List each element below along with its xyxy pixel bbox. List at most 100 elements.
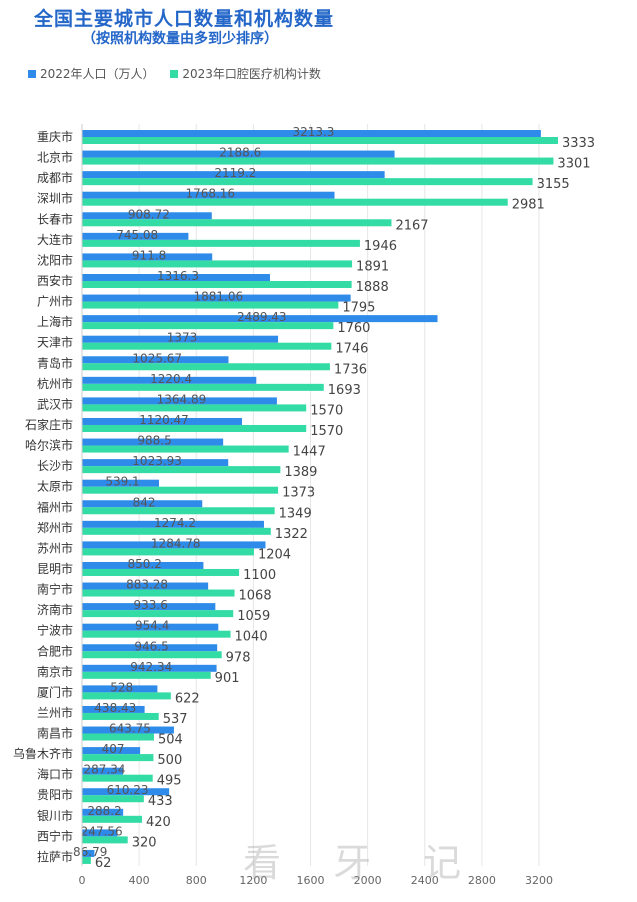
x-tick-label: 0 (79, 874, 86, 887)
bar-clinics (82, 712, 159, 720)
bar-population (82, 849, 95, 857)
bar-population (82, 438, 224, 446)
bar-population (82, 212, 212, 220)
data-label-population: 2489.43 (237, 310, 287, 324)
bar-population (82, 459, 229, 467)
data-label-population: 908.72 (128, 207, 170, 221)
bar-clinics (82, 198, 508, 206)
category-label: 贵阳市 (37, 787, 73, 802)
data-label-clinics: 504 (158, 733, 183, 748)
bar-population (82, 397, 277, 405)
data-label-population: 1284.78 (151, 536, 201, 550)
category-label: 苏州市 (37, 540, 73, 555)
chart-subtitle: （按照机构数量由多到少排序） (82, 31, 278, 47)
bar-clinics (82, 692, 171, 700)
bar-clinics (82, 239, 360, 247)
bar-population (82, 417, 243, 425)
legend-item-clinics[interactable]: 2023年口腔医疗机构计数 (170, 65, 321, 82)
bar-clinics (82, 383, 324, 391)
chart-title: 全国主要城市人口数量和机构数量 (34, 8, 335, 30)
bar-population (82, 335, 279, 343)
data-label-population: 1768.16 (185, 187, 235, 201)
data-label-population: 1025.67 (132, 351, 182, 365)
category-label: 深圳市 (37, 191, 73, 206)
category-label: 北京市 (37, 150, 73, 165)
data-label-population: 643.75 (109, 722, 151, 736)
data-label-population: 942.34 (130, 660, 172, 674)
data-label-population: 539.1 (105, 475, 139, 489)
bar-clinics (82, 836, 128, 844)
bar-population (82, 294, 351, 302)
category-label: 大连市 (37, 232, 73, 247)
data-label-population: 3213.3 (292, 125, 334, 139)
bar-clinics (82, 651, 222, 659)
bar-population (82, 644, 218, 652)
bar-clinics (82, 856, 91, 864)
x-tick-label: 1200 (239, 874, 267, 887)
data-label-population: 1881.06 (194, 290, 244, 304)
data-label-clinics: 1760 (337, 321, 370, 336)
category-label: 海口市 (37, 767, 73, 782)
bar-population (82, 767, 124, 775)
category-label: 天津市 (37, 335, 73, 350)
data-label-clinics: 320 (132, 835, 157, 850)
bar-population (82, 685, 158, 693)
bar-population (82, 582, 209, 590)
data-label-clinics: 1059 (237, 609, 270, 624)
bar-clinics (82, 424, 307, 432)
bar-clinics (82, 733, 154, 741)
bar-population (82, 829, 118, 837)
category-label: 济南市 (37, 602, 73, 617)
data-label-population: 842 (133, 495, 156, 509)
data-label-population: 933.6 (133, 598, 167, 612)
bar-population (82, 623, 219, 631)
bar-clinics (82, 568, 240, 576)
data-label-population: 946.5 (134, 639, 168, 653)
data-label-clinics: 1373 (282, 486, 315, 501)
bar-clinics (82, 754, 154, 762)
bar-population (82, 664, 217, 672)
legend-item-population[interactable]: 2022年人口（万人） (28, 65, 155, 82)
bar-population (82, 150, 395, 158)
category-label: 广州市 (37, 294, 73, 309)
category-label: 上海市 (37, 314, 73, 329)
bar-clinics (82, 507, 275, 515)
category-label: 太原市 (37, 479, 73, 494)
x-tick-label: 2800 (468, 874, 496, 887)
data-label-clinics: 1447 (293, 445, 326, 460)
bar-population (82, 479, 159, 487)
bar-clinics (82, 363, 330, 371)
data-label-clinics: 495 (157, 774, 182, 789)
data-label-clinics: 1389 (284, 465, 317, 480)
data-label-population: 954.4 (135, 619, 169, 633)
bar-clinics (82, 178, 533, 186)
bar-clinics (82, 301, 339, 309)
category-label: 南宁市 (37, 582, 73, 597)
bar-population (82, 130, 541, 137)
category-label: 福州市 (37, 499, 73, 514)
category-label: 哈尔滨市 (25, 438, 73, 453)
category-label: 乌鲁木齐市 (13, 746, 73, 761)
bar-clinics (82, 280, 352, 288)
data-label-population: 288.2 (87, 804, 121, 818)
bar-clinics (82, 548, 254, 556)
legend: 2022年人口（万人） 2023年口腔医疗机构计数 (28, 65, 333, 82)
bar-population (82, 376, 257, 384)
data-label-population: 745.08 (116, 228, 158, 242)
bar-population (82, 315, 438, 323)
watermark: 看 牙 记 (243, 841, 482, 885)
data-label-clinics: 537 (163, 712, 188, 727)
category-label: 西宁市 (37, 828, 73, 843)
bar-population (82, 747, 141, 755)
data-label-population: 528 (110, 680, 133, 694)
data-label-clinics: 1570 (310, 424, 343, 439)
bar-clinics (82, 466, 281, 474)
category-label: 长沙市 (37, 458, 73, 473)
category-label: 郑州市 (37, 520, 73, 535)
data-label-population: 1023.93 (132, 454, 182, 468)
bar-clinics (82, 157, 554, 165)
data-label-population: 247.56 (81, 824, 123, 838)
data-label-clinics: 1693 (328, 383, 361, 398)
data-label-clinics: 3155 (537, 177, 570, 192)
data-label-population: 883.28 (126, 578, 168, 592)
